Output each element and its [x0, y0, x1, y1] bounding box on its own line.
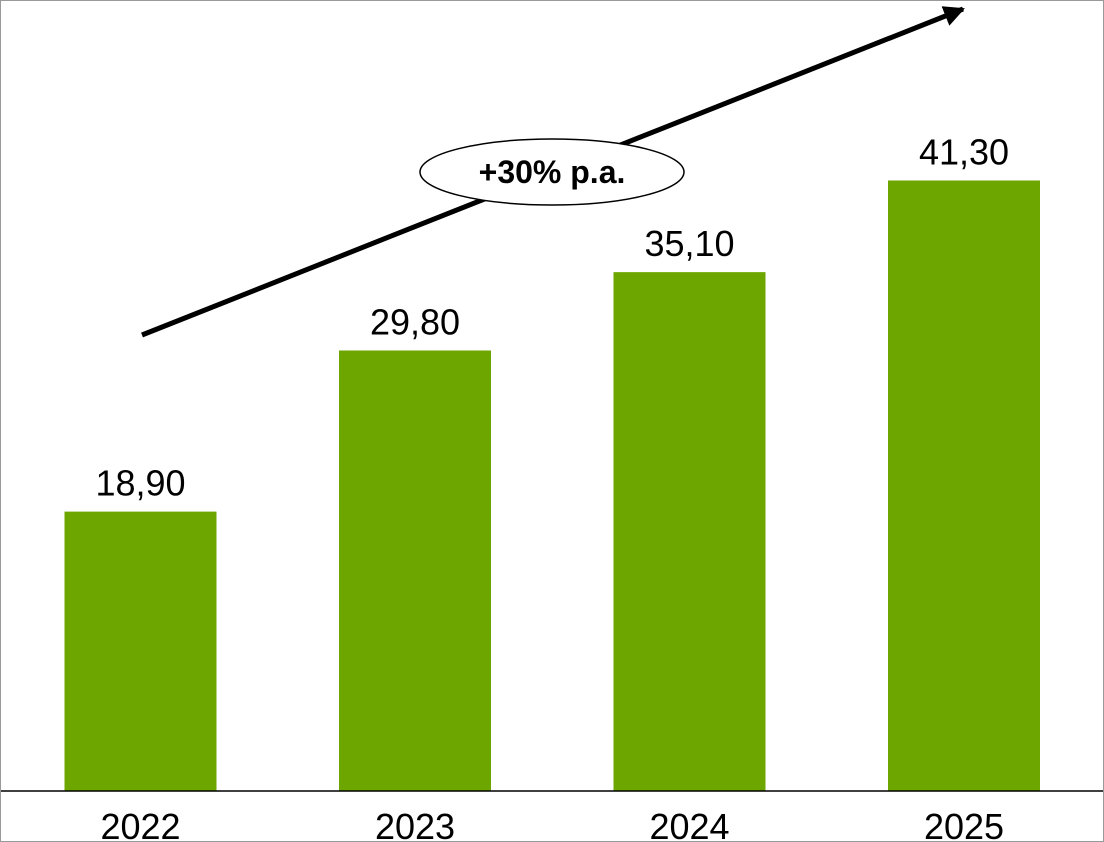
growth-rate-label: +30% p.a.: [479, 154, 626, 190]
value-label-2025: 41,30: [919, 131, 1009, 172]
value-label-2023: 29,80: [370, 301, 460, 342]
growth-annotation: +30% p.a.: [141, 6, 965, 338]
growth-badge: [419, 138, 685, 206]
bars-layer: [64, 180, 1040, 791]
x-tick-labels: 2022 2023 2024 2025: [100, 806, 1004, 841]
bar-2025: [888, 180, 1040, 791]
value-label-2022: 18,90: [95, 463, 185, 504]
x-tick-label-2024: 2024: [649, 806, 729, 841]
value-labels: 18,90 29,80 35,10 41,30: [95, 131, 1009, 503]
x-tick-label-2022: 2022: [100, 806, 180, 841]
bar-2024: [613, 272, 766, 791]
value-label-2024: 35,10: [644, 223, 734, 264]
x-tick-label-2023: 2023: [375, 806, 455, 841]
bar-2022: [64, 511, 217, 791]
x-tick-label-2025: 2025: [924, 806, 1004, 841]
bar-2023: [339, 350, 491, 791]
